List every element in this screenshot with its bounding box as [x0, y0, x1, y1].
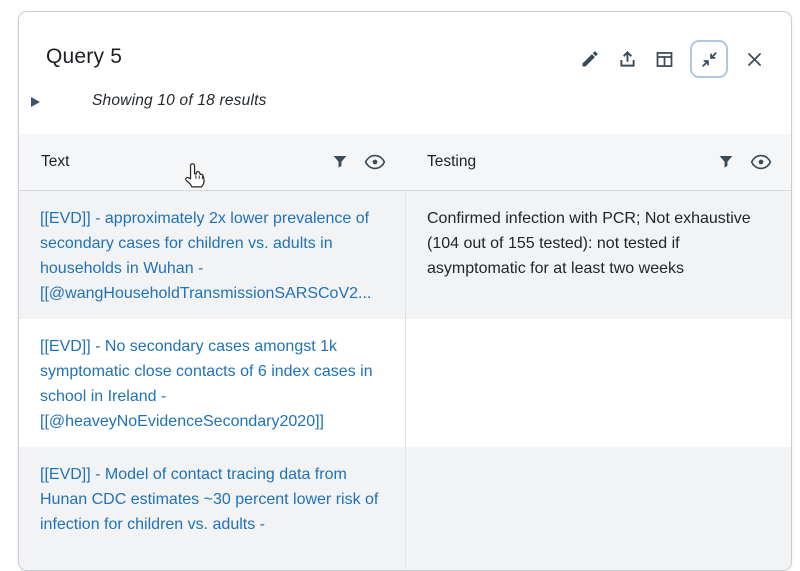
text-cell: [[EVD]] - Model of contact tracing data …: [19, 447, 405, 570]
eye-icon: [364, 154, 386, 170]
filter-button[interactable]: [331, 153, 349, 171]
column-header-testing: Testing: [405, 134, 791, 190]
column-label: Text: [41, 153, 70, 170]
testing-cell: Confirmed infection with PCR; Not exhaus…: [405, 191, 791, 319]
visibility-button[interactable]: [364, 153, 386, 171]
table-body: [[EVD]] - approximately 2x lower prevale…: [19, 191, 791, 570]
column-controls: [717, 153, 772, 171]
close-button[interactable]: [743, 48, 765, 70]
filter-button[interactable]: [717, 153, 735, 171]
collapse-button[interactable]: [690, 40, 728, 78]
page-title: Query 5: [46, 45, 123, 68]
testing-cell: [405, 319, 791, 447]
testing-cell: [405, 447, 791, 570]
export-button[interactable]: [616, 48, 638, 70]
table-row: [[EVD]] - No secondary cases amongst 1k …: [19, 319, 791, 447]
collapse-arrows-icon: [701, 51, 717, 67]
filter-icon: [333, 156, 347, 168]
toolbar: [579, 40, 765, 78]
table-layout-button[interactable]: [653, 48, 675, 70]
result-link[interactable]: [[EVD]] - No secondary cases amongst 1k …: [40, 338, 373, 430]
screen: { "panel": { "title": "Query 5", "result…: [18, 11, 792, 571]
text-cell: [[EVD]] - approximately 2x lower prevale…: [19, 191, 405, 319]
table-icon: [656, 51, 672, 67]
text-cell: [[EVD]] - No secondary cases amongst 1k …: [19, 319, 405, 447]
result-link[interactable]: [[EVD]] - approximately 2x lower prevale…: [40, 210, 372, 302]
query-panel: Query 5: [18, 11, 792, 571]
disclosure-triangle-icon[interactable]: [30, 95, 41, 107]
filter-icon: [719, 156, 733, 168]
eye-icon: [750, 154, 772, 170]
close-icon: [747, 52, 761, 66]
column-controls: [331, 153, 386, 171]
column-header-text: Text: [19, 134, 405, 190]
result-link[interactable]: [[EVD]] - Model of contact tracing data …: [40, 466, 379, 533]
table-header-row: Text Testing: [19, 134, 791, 191]
results-table: Text Testing: [19, 134, 791, 570]
table-row: [[EVD]] - approximately 2x lower prevale…: [19, 191, 791, 319]
edit-button[interactable]: [579, 48, 601, 70]
column-label: Testing: [427, 153, 477, 170]
pencil-icon: [582, 51, 598, 67]
upload-icon: [619, 50, 635, 67]
results-subheader: Showing 10 of 18 results: [30, 92, 267, 110]
panel-header: Query 5: [19, 12, 791, 90]
table-row: [[EVD]] - Model of contact tracing data …: [19, 447, 791, 570]
results-summary: Showing 10 of 18 results: [92, 92, 267, 109]
visibility-button[interactable]: [750, 153, 772, 171]
